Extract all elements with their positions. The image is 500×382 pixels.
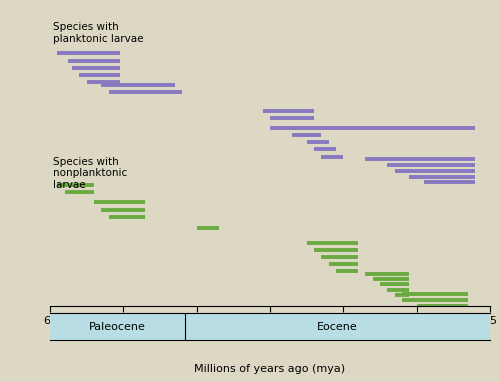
Text: Paleocene: Paleocene — [89, 322, 146, 332]
Text: Species with
planktonic larvae: Species with planktonic larvae — [53, 22, 144, 44]
Text: Millions of years ago (mya): Millions of years ago (mya) — [194, 364, 346, 374]
Text: Eocene: Eocene — [317, 322, 358, 332]
Text: Species with
nonplanktonic
larvae: Species with nonplanktonic larvae — [53, 157, 127, 190]
